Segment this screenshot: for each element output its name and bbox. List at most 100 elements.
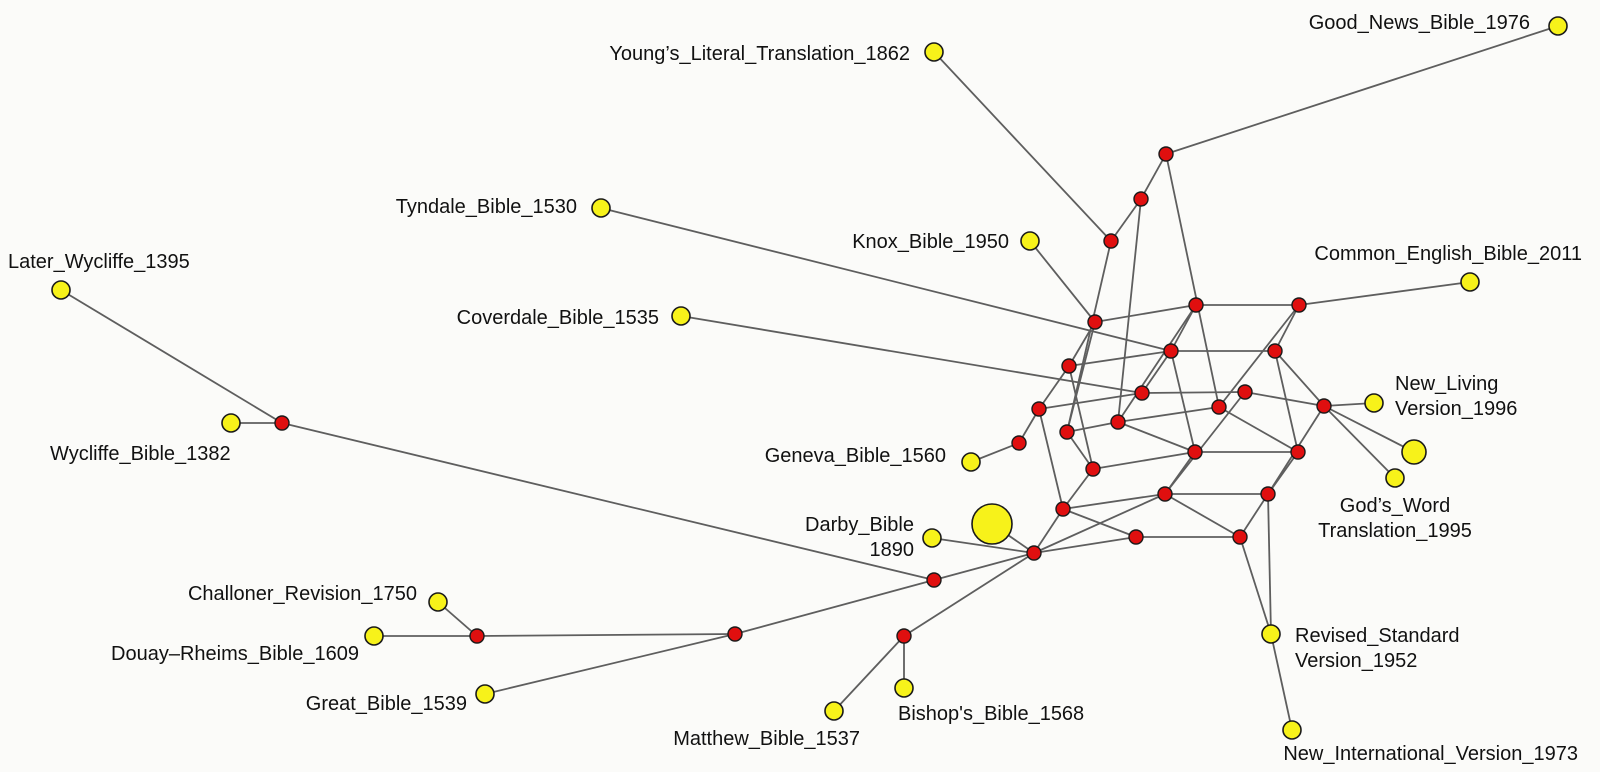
edge-e3-f3 (1218, 406, 1299, 453)
taxon-node-douay (364, 626, 384, 646)
edge-r-x1 (1033, 536, 1137, 554)
edge-laterwyc-wyc (60, 289, 283, 424)
edge-gods-c4 (1323, 405, 1396, 479)
taxon-node-niv (1282, 720, 1302, 740)
internal-node (1103, 233, 1119, 249)
edge-b1-c1 (1038, 365, 1070, 410)
edge-a3-b3 (1274, 304, 1300, 352)
taxon-label-great: Great_Bible_1539 (306, 693, 467, 715)
taxon-node-bigyellow (1401, 439, 1427, 465)
edge-c1-d1 (1038, 408, 1064, 510)
edge-rsv-niv (1270, 633, 1293, 731)
taxon-label-rsv: Revised_Standard (1295, 625, 1460, 647)
edge-i_top-e3 (1165, 153, 1220, 408)
taxon-node-coverdale (671, 306, 691, 326)
taxon-node-knox (1020, 231, 1040, 251)
taxon-label-douay: Douay–Rheims_Bible_1609 (111, 643, 359, 665)
edge-wyc-w2 (281, 422, 935, 581)
edge-i_young-i_top2 (1110, 198, 1142, 242)
edge-i_young-e1 (1066, 240, 1112, 433)
taxon-label-wycliffe: Wycliffe_Bible_1382 (50, 443, 231, 465)
edge-ceb-a3 (1298, 281, 1471, 306)
internal-node (896, 628, 912, 644)
edge-young-i_young (933, 51, 1112, 242)
edge-i_top-goodnews (1165, 25, 1559, 155)
internal-node (1187, 444, 1203, 460)
internal-node (1061, 358, 1077, 374)
internal-node (1267, 343, 1283, 359)
edge-b2-c2 (1141, 350, 1172, 394)
taxon-label-bishops: Bishop's_Bible_1568 (898, 703, 1084, 725)
taxon-label-coverdale: Coverdale_Bible_1535 (457, 307, 659, 329)
taxon-label-geneva: Geneva_Bible_1560 (765, 445, 946, 467)
edge-c3-c4 (1244, 391, 1325, 407)
edge-cg-cd (476, 633, 736, 637)
edge-b3-f3 (1274, 350, 1299, 453)
edge-d1-x1 (1062, 508, 1137, 538)
edge-bigyellow-c4 (1323, 405, 1415, 453)
internal-node (926, 572, 942, 588)
internal-node (274, 415, 290, 431)
taxon-node-darbybig (971, 503, 1013, 545)
edge-e2-f2 (1117, 421, 1196, 453)
edge-e2-e3 (1117, 406, 1220, 423)
taxon-label-niv: New_International_Version_1973 (1283, 743, 1578, 765)
internal-node (1237, 384, 1253, 400)
edge-x2-rsv (1239, 536, 1272, 635)
taxon-node-great (475, 684, 495, 704)
edge-d1-d2 (1062, 493, 1166, 510)
edge-d2-x2 (1164, 493, 1241, 538)
edge-r-bm (903, 552, 1035, 637)
taxon-label-goodnews: Good_News_Bible_1976 (1309, 12, 1530, 34)
edge-a2-e2 (1117, 304, 1197, 423)
edge-i_top2-i_top (1140, 153, 1167, 200)
taxon-node-darby (922, 528, 942, 548)
internal-node (1188, 297, 1204, 313)
edge-darby-r (931, 537, 1035, 554)
internal-node (1128, 529, 1144, 545)
network-nodes (51, 16, 1568, 740)
internal-node (1163, 343, 1179, 359)
taxon-node-laterwyc (51, 280, 71, 300)
taxon-label-young: Young’s_Literal_Translation_1862 (609, 43, 910, 65)
edge-knox-a1 (1029, 240, 1096, 323)
edge-c3-d2 (1164, 391, 1246, 495)
edge-b3-c4 (1274, 350, 1325, 407)
edge-a3-e3 (1218, 304, 1300, 408)
internal-node (1026, 545, 1042, 561)
taxon-node-wycliffe (221, 413, 241, 433)
internal-node (727, 626, 743, 642)
edge-a1-a2 (1094, 304, 1197, 323)
taxon-node-rsv (1261, 624, 1281, 644)
internal-node (1316, 398, 1332, 414)
edge-cg-great (484, 633, 736, 695)
internal-node (469, 628, 485, 644)
internal-node (1055, 501, 1071, 517)
edge-tyndale-b2 (600, 207, 1172, 352)
edge-r-d1 (1033, 508, 1064, 554)
edge-r-w2 (933, 552, 1035, 581)
edge-d3-rsv (1267, 493, 1272, 635)
taxon-node-tyndale (591, 198, 611, 218)
internal-node (1157, 486, 1173, 502)
internal-node (1211, 399, 1227, 415)
taxon-label-nlv: Version_1996 (1395, 398, 1517, 420)
taxon-node-nlv (1364, 393, 1384, 413)
edge-bm-matthew (833, 635, 905, 712)
taxon-label-matthew: Matthew_Bible_1537 (673, 728, 860, 750)
edge-x2-d3 (1239, 493, 1269, 538)
taxon-label-knox: Knox_Bible_1950 (852, 231, 1009, 253)
internal-node (1059, 424, 1075, 440)
internal-node (1133, 191, 1149, 207)
taxon-label-tyndale: Tyndale_Bible_1530 (396, 196, 577, 218)
taxon-node-matthew (824, 701, 844, 721)
edge-w2-cg (734, 579, 935, 635)
taxon-node-ceb (1460, 272, 1480, 292)
taxon-node-goodnews (1548, 16, 1568, 36)
taxon-label-darby: 1890 (870, 539, 915, 561)
edge-c2-c3 (1141, 391, 1246, 394)
taxon-label-ceb: Common_English_Bible_2011 (1314, 243, 1582, 265)
internal-node (1087, 314, 1103, 330)
edge-b2-f2 (1170, 350, 1196, 453)
